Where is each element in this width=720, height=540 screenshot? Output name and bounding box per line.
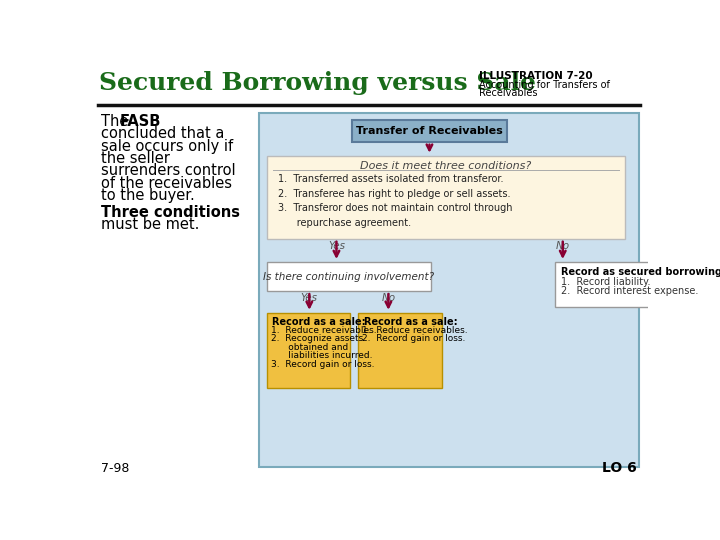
Text: Record as secured borrowing:: Record as secured borrowing: — [561, 267, 720, 276]
Text: Yes: Yes — [328, 241, 345, 251]
Text: 1.  Reduce receivables.: 1. Reduce receivables. — [271, 326, 377, 335]
Text: 2.  Recognize assets: 2. Recognize assets — [271, 334, 363, 343]
Text: 2.  Record gain or loss.: 2. Record gain or loss. — [362, 334, 465, 343]
Text: of the receivables: of the receivables — [101, 176, 232, 191]
Text: Secured Borrowing versus Sale: Secured Borrowing versus Sale — [99, 71, 536, 95]
Text: 1.  Transferred assets isolated from transferor.: 1. Transferred assets isolated from tran… — [277, 174, 503, 184]
Text: Record as a sale:: Record as a sale: — [272, 316, 366, 327]
FancyBboxPatch shape — [266, 262, 431, 291]
Text: Is there continuing involvement?: Is there continuing involvement? — [264, 272, 434, 281]
Text: Does it meet three conditions?: Does it meet three conditions? — [360, 161, 531, 171]
Text: No: No — [556, 241, 570, 251]
Text: Accounting for Transfers of: Accounting for Transfers of — [479, 80, 610, 90]
Text: must be met.: must be met. — [101, 217, 199, 232]
Text: surrenders control: surrenders control — [101, 164, 235, 178]
Text: 3.  Transferor does not maintain control through: 3. Transferor does not maintain control … — [277, 204, 512, 213]
Text: liabilities incurred.: liabilities incurred. — [271, 351, 372, 360]
Text: 3.  Record gain or loss.: 3. Record gain or loss. — [271, 360, 374, 369]
Text: Transfer of Receivables: Transfer of Receivables — [356, 126, 503, 136]
Text: The: The — [101, 114, 133, 129]
Text: obtained and: obtained and — [271, 343, 348, 352]
FancyBboxPatch shape — [259, 112, 639, 467]
FancyBboxPatch shape — [352, 120, 507, 142]
Text: to the buyer.: to the buyer. — [101, 188, 194, 203]
Text: Record as a sale:: Record as a sale: — [364, 316, 457, 327]
Text: 7-98: 7-98 — [101, 462, 129, 475]
FancyBboxPatch shape — [555, 262, 685, 307]
Text: FASB: FASB — [120, 114, 161, 129]
Text: LO 6: LO 6 — [603, 461, 637, 475]
Text: sale occurs only if: sale occurs only if — [101, 139, 233, 154]
Text: No: No — [382, 294, 395, 303]
Text: 1.  Record liability.: 1. Record liability. — [561, 276, 651, 287]
Text: 2.  Record interest expense.: 2. Record interest expense. — [561, 286, 698, 296]
FancyBboxPatch shape — [358, 313, 442, 388]
FancyBboxPatch shape — [266, 156, 625, 239]
Text: repurchase agreement.: repurchase agreement. — [277, 218, 410, 228]
Text: Three conditions: Three conditions — [101, 205, 240, 220]
Text: Yes: Yes — [301, 294, 318, 303]
Text: the seller: the seller — [101, 151, 170, 166]
FancyBboxPatch shape — [266, 313, 351, 388]
Text: Receivables: Receivables — [479, 88, 538, 98]
Text: concluded that a: concluded that a — [101, 126, 224, 141]
Text: ILLUSTRATION 7-20: ILLUSTRATION 7-20 — [479, 71, 593, 81]
Text: 2.  Transferee has right to pledge or sell assets.: 2. Transferee has right to pledge or sel… — [277, 189, 510, 199]
Text: 1.  Reduce receivables.: 1. Reduce receivables. — [362, 326, 468, 335]
